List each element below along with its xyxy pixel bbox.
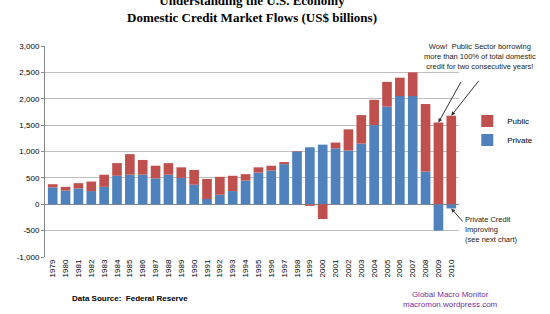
svg-text:Understanding the U.S. Economy: Understanding the U.S. EconomyDomestic C…: [127, 0, 377, 25]
svg-text:1,000: 1,000: [19, 147, 40, 156]
svg-text:Private CreditImproving(see ne: Private CreditImproving(see next chart): [465, 215, 518, 244]
svg-text:1993: 1993: [228, 259, 237, 277]
svg-text:2006: 2006: [395, 259, 404, 277]
svg-text:1999: 1999: [305, 259, 314, 277]
svg-text:1982: 1982: [87, 259, 96, 277]
svg-text:0: 0: [35, 200, 40, 209]
svg-text:1979: 1979: [48, 259, 57, 277]
svg-text:1991: 1991: [203, 259, 212, 277]
svg-text:1990: 1990: [190, 259, 199, 277]
svg-text:2008: 2008: [421, 259, 430, 277]
svg-text:2001: 2001: [331, 259, 340, 277]
svg-text:1981: 1981: [74, 259, 83, 277]
svg-text:1994: 1994: [241, 259, 250, 277]
svg-text:1996: 1996: [267, 259, 276, 277]
svg-text:2,000: 2,000: [19, 95, 40, 104]
svg-text:1986: 1986: [138, 259, 147, 277]
svg-text:2004: 2004: [370, 259, 379, 277]
svg-text:2003: 2003: [357, 259, 366, 277]
svg-text:1984: 1984: [113, 259, 122, 277]
svg-text:1987: 1987: [151, 259, 160, 277]
svg-text:Wow! Public Sector borrowingm: Wow! Public Sector borrowingmore than 10…: [424, 42, 536, 71]
svg-text:2002: 2002: [344, 259, 353, 277]
svg-text:1983: 1983: [100, 259, 109, 277]
svg-text:2005: 2005: [383, 259, 392, 277]
svg-text:2009: 2009: [434, 259, 443, 277]
svg-text:1992: 1992: [215, 259, 224, 277]
svg-text:2000: 2000: [318, 259, 327, 277]
svg-text:2,500: 2,500: [19, 68, 40, 77]
svg-text:1995: 1995: [254, 259, 263, 277]
svg-text:Private: Private: [507, 136, 532, 145]
svg-text:Public: Public: [507, 117, 529, 126]
svg-text:3,000: 3,000: [19, 42, 40, 51]
svg-text:2007: 2007: [408, 259, 417, 277]
svg-text:1988: 1988: [164, 259, 173, 277]
svg-text:-1,000: -1,000: [17, 253, 40, 262]
svg-text:-500: -500: [23, 226, 40, 235]
svg-text:2010: 2010: [447, 259, 456, 277]
svg-text:1985: 1985: [125, 259, 134, 277]
svg-text:1980: 1980: [61, 259, 70, 277]
svg-text:Global Macro Monitormacromon.w: Global Macro Monitormacromon.wordpress.c…: [403, 290, 498, 309]
svg-text:1989: 1989: [177, 259, 186, 277]
svg-text:1997: 1997: [280, 259, 289, 277]
svg-text:Data Source: Federal Reserve: Data Source: Federal Reserve: [72, 294, 188, 303]
svg-text:1998: 1998: [293, 259, 302, 277]
svg-text:1,500: 1,500: [19, 121, 40, 130]
svg-text:500: 500: [26, 174, 40, 183]
